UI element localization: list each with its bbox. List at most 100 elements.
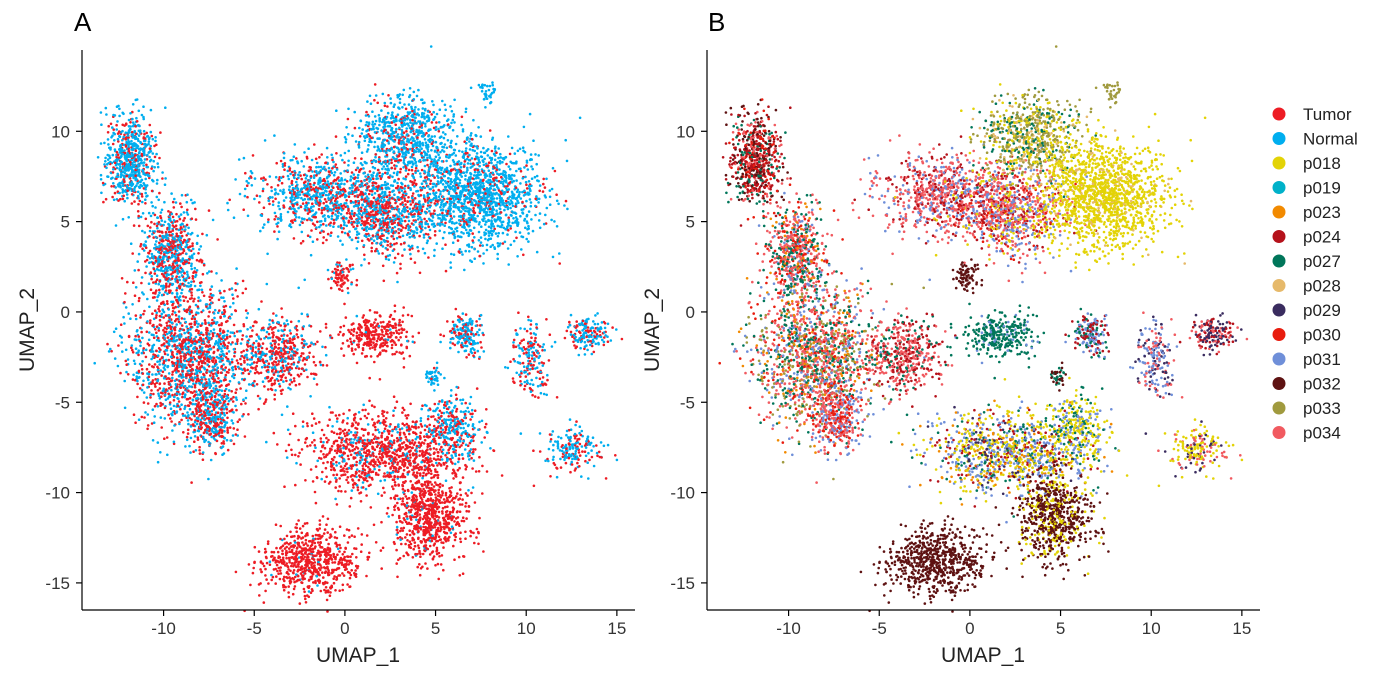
point bbox=[188, 262, 191, 265]
point bbox=[231, 375, 234, 378]
point bbox=[219, 428, 222, 431]
point bbox=[138, 253, 141, 256]
point bbox=[308, 193, 311, 196]
point bbox=[321, 207, 324, 210]
point bbox=[164, 375, 167, 378]
point bbox=[158, 394, 161, 397]
point bbox=[152, 281, 155, 284]
point bbox=[418, 235, 421, 238]
point bbox=[155, 316, 158, 319]
point bbox=[369, 214, 372, 217]
point bbox=[263, 337, 266, 340]
point bbox=[131, 202, 134, 205]
point bbox=[215, 369, 218, 372]
point bbox=[318, 208, 321, 211]
point bbox=[266, 331, 269, 334]
point bbox=[367, 202, 370, 205]
point bbox=[344, 232, 347, 235]
point bbox=[159, 280, 162, 283]
point bbox=[202, 451, 205, 454]
point bbox=[255, 346, 258, 349]
point bbox=[176, 353, 179, 356]
point bbox=[119, 372, 122, 375]
point bbox=[146, 259, 149, 262]
point bbox=[174, 332, 177, 335]
point bbox=[297, 162, 300, 165]
point bbox=[298, 216, 301, 219]
point bbox=[396, 237, 399, 240]
point bbox=[168, 285, 171, 288]
point bbox=[164, 353, 167, 356]
point bbox=[183, 211, 186, 214]
point bbox=[375, 242, 378, 245]
point bbox=[256, 194, 259, 197]
point bbox=[335, 182, 338, 185]
point bbox=[143, 151, 146, 154]
point bbox=[134, 335, 137, 338]
point bbox=[297, 174, 300, 177]
point bbox=[223, 395, 226, 398]
point bbox=[211, 285, 214, 288]
point bbox=[201, 259, 204, 262]
point bbox=[139, 245, 142, 248]
point bbox=[126, 193, 129, 196]
point bbox=[346, 212, 349, 215]
point bbox=[396, 281, 399, 284]
point bbox=[367, 186, 370, 189]
point bbox=[156, 380, 159, 383]
point bbox=[240, 351, 243, 354]
point bbox=[203, 431, 206, 434]
point bbox=[191, 245, 194, 248]
point bbox=[280, 215, 283, 218]
point bbox=[226, 358, 229, 361]
point bbox=[115, 175, 118, 178]
point bbox=[346, 169, 349, 172]
point bbox=[269, 196, 272, 199]
point bbox=[181, 274, 184, 277]
point bbox=[299, 224, 302, 227]
point bbox=[148, 137, 151, 140]
point bbox=[191, 361, 194, 364]
point bbox=[172, 263, 175, 266]
point bbox=[331, 167, 334, 170]
point bbox=[210, 384, 213, 387]
point bbox=[203, 295, 206, 298]
point bbox=[223, 334, 226, 337]
point bbox=[235, 409, 238, 412]
point bbox=[173, 260, 176, 263]
point bbox=[168, 256, 171, 259]
point bbox=[404, 185, 407, 188]
point bbox=[117, 365, 120, 368]
point bbox=[131, 136, 134, 139]
point bbox=[183, 318, 186, 321]
point bbox=[228, 288, 231, 291]
point bbox=[391, 176, 394, 179]
point bbox=[332, 186, 335, 189]
point bbox=[401, 254, 404, 257]
point bbox=[196, 366, 199, 369]
point bbox=[263, 364, 266, 367]
point bbox=[283, 206, 286, 209]
point bbox=[434, 230, 437, 233]
point bbox=[243, 356, 246, 359]
point bbox=[164, 391, 167, 394]
point bbox=[287, 211, 290, 214]
point bbox=[167, 234, 170, 237]
point bbox=[256, 361, 259, 364]
point bbox=[122, 170, 125, 173]
point bbox=[448, 232, 451, 235]
point bbox=[107, 143, 110, 146]
point bbox=[253, 380, 256, 383]
point bbox=[124, 407, 127, 410]
point bbox=[206, 234, 209, 237]
point bbox=[310, 175, 313, 178]
point bbox=[148, 376, 151, 379]
point bbox=[158, 350, 161, 353]
point bbox=[285, 357, 288, 360]
point bbox=[168, 314, 171, 317]
point bbox=[347, 208, 350, 211]
point bbox=[274, 193, 277, 196]
point bbox=[302, 325, 305, 328]
point bbox=[141, 360, 144, 363]
point bbox=[119, 147, 122, 150]
